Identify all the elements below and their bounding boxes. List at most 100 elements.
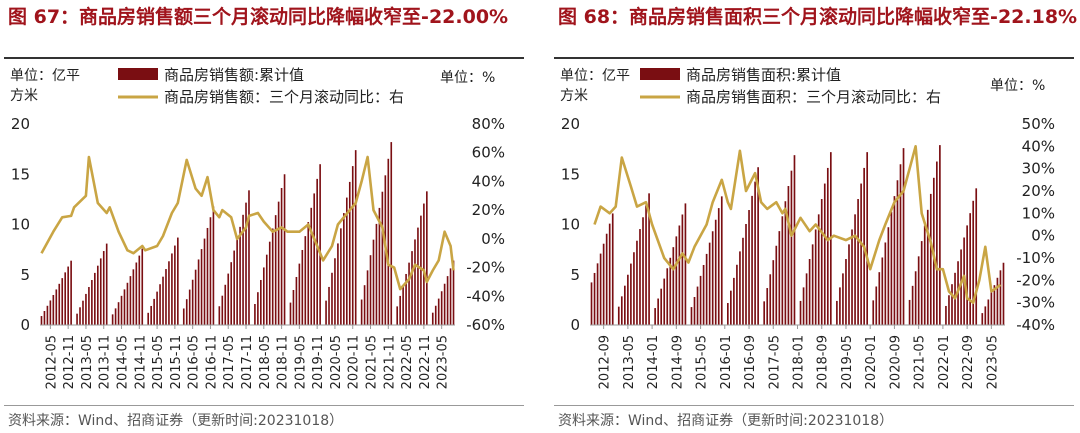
bar <box>599 253 602 325</box>
bar <box>993 285 996 325</box>
bar <box>917 256 920 325</box>
bar <box>304 236 307 325</box>
bar <box>926 209 929 325</box>
bar <box>960 249 962 325</box>
x-tick-label: 2020-05 <box>329 335 344 389</box>
bar <box>923 225 926 325</box>
bar <box>669 257 672 325</box>
right-axis-tick-label: 30% <box>1022 160 1055 178</box>
bar <box>602 243 605 325</box>
left-axis-tick-label: 15 <box>11 165 30 183</box>
bar <box>611 213 614 325</box>
bar <box>751 195 753 325</box>
bar <box>49 300 52 325</box>
bar <box>620 296 623 325</box>
right-axis-unit: 单位：% <box>440 70 496 86</box>
bar <box>40 316 43 325</box>
x-tick-label: 2016-01 <box>719 335 734 389</box>
legend-line-label: 商品房销售面积：三个月滚动同比：右 <box>686 88 941 106</box>
bar <box>111 314 114 325</box>
bar <box>1002 262 1005 325</box>
bar <box>899 164 902 325</box>
bar <box>754 181 756 325</box>
bar <box>182 308 185 325</box>
bar <box>702 264 705 325</box>
bar <box>52 294 55 325</box>
x-tick-label: 2012-11 <box>62 335 77 389</box>
bar <box>203 238 206 325</box>
x-tick-label: 2023-05 <box>985 335 1000 389</box>
bar <box>802 287 805 325</box>
bar <box>811 244 814 325</box>
bar <box>194 269 197 325</box>
right-axis-tick-label: -40% <box>1016 316 1055 334</box>
chart-panel-68: 图 68：商品房销售面积三个月滚动同比降幅收窄至-22.18% 单位：亿平方米 … <box>550 0 1080 433</box>
bar <box>414 239 416 325</box>
bar <box>766 288 769 325</box>
x-tick-label: 2016-05 <box>187 335 202 389</box>
x-tick-label: 2013-11 <box>98 335 113 389</box>
bar <box>218 306 221 325</box>
bar <box>990 292 993 325</box>
bar <box>757 167 759 325</box>
bar <box>875 286 878 325</box>
bar <box>396 306 399 325</box>
bar <box>449 268 452 325</box>
bar <box>948 295 950 325</box>
bar <box>739 251 741 325</box>
left-axis-tick-label: 10 <box>11 216 30 234</box>
x-tick-label: 2018-01 <box>792 335 807 389</box>
bar-line-chart-sales-amount: 商品房销售额:累计值 商品房销售额：三个月滚动同比：右 0 5 10 15 20 -60%… <box>11 66 505 389</box>
bar <box>717 208 720 325</box>
left-axis-tick-label: 0 <box>570 316 580 334</box>
bar <box>714 219 717 325</box>
bar <box>168 261 170 325</box>
x-tick-label: 2018-11 <box>276 335 291 389</box>
bar <box>340 228 342 325</box>
right-axis-tick-label: 80% <box>472 115 505 133</box>
bar <box>369 255 372 325</box>
bar <box>233 250 235 325</box>
bar <box>748 210 750 325</box>
x-tick-label: 2017-05 <box>222 335 237 389</box>
bar <box>951 284 953 325</box>
bar <box>808 259 811 325</box>
x-tick-label: 2021-05 <box>913 335 928 389</box>
bar <box>593 272 596 325</box>
bar <box>866 152 869 325</box>
bar <box>690 307 693 325</box>
chart-panel-67: 图 67：商品房销售额三个月滚动同比降幅收窄至-22.00% 单位：亿平方米 单… <box>0 0 530 433</box>
bar <box>102 251 105 325</box>
bar <box>260 279 262 325</box>
bar <box>337 243 339 325</box>
x-tick-label: 2021-05 <box>365 335 380 389</box>
bar <box>64 272 67 325</box>
bar <box>301 249 304 325</box>
bar <box>79 307 81 325</box>
bar <box>654 308 656 325</box>
right-axis-tick-label: -20% <box>466 259 505 277</box>
bar <box>262 267 265 325</box>
bar-line-chart-sales-area: 商品房销售面积:累计值 商品房销售面积：三个月滚动同比：右 0 5 10 15 20 -4… <box>561 66 1055 389</box>
bar <box>742 237 744 325</box>
right-axis-unit: 单位：% <box>990 78 1046 94</box>
x-tick-label: 2020-01 <box>864 335 879 389</box>
bar <box>872 300 875 325</box>
bar <box>763 301 766 325</box>
x-tick-label: 2019-05 <box>840 335 855 389</box>
bar <box>307 222 310 325</box>
bar <box>70 260 72 325</box>
bar <box>209 217 212 325</box>
right-axis-tick-label: 20% <box>1022 182 1055 200</box>
x-tick-label: 2020-11 <box>347 335 362 389</box>
x-tick-label: 2015-05 <box>151 335 166 389</box>
bar <box>58 283 61 325</box>
bar <box>730 290 732 325</box>
bar <box>627 274 629 325</box>
x-tick-label: 2018-05 <box>258 335 273 389</box>
bar <box>708 242 711 325</box>
bar <box>590 282 593 325</box>
bar <box>423 203 425 325</box>
bar <box>387 158 390 325</box>
bar <box>878 272 881 325</box>
